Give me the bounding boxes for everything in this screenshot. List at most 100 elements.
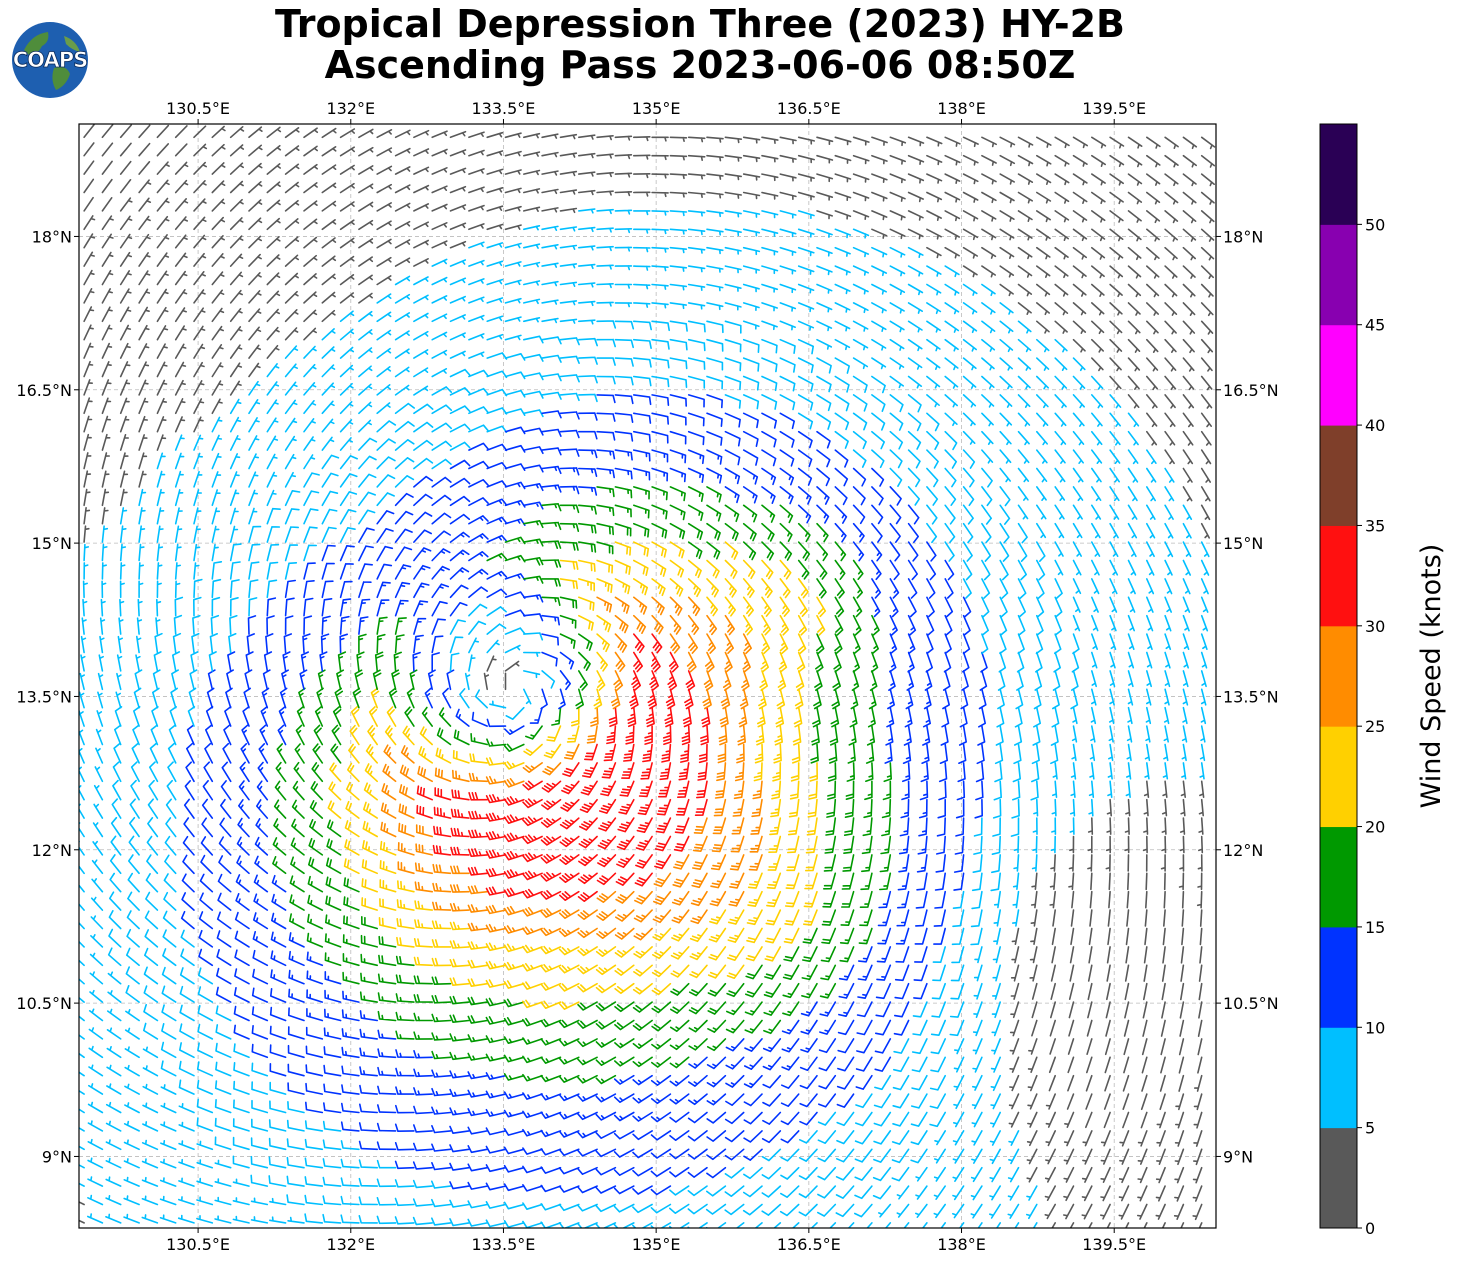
wind-barb: [271, 874, 287, 893]
wind-barb: [787, 835, 800, 854]
wind-barb: [363, 782, 378, 801]
wind-barb: [119, 543, 127, 562]
wind-barb: [847, 743, 856, 764]
wind-barb: [503, 925, 525, 934]
wind-barb: [805, 854, 818, 872]
wind-barb: [382, 763, 397, 783]
wind-barb: [216, 911, 232, 930]
wind-barb: [559, 504, 580, 514]
wind-barb: [669, 559, 685, 578]
colorbar-segment: [1320, 525, 1357, 627]
wind-barb: [253, 874, 269, 893]
wind-barb: [126, 928, 140, 948]
wind-barb: [1089, 909, 1093, 927]
wind-barb: [737, 725, 746, 746]
wind-barb: [1162, 946, 1166, 964]
wind-barb: [819, 982, 837, 999]
wind-barb: [1087, 854, 1093, 872]
wind-barb: [558, 688, 566, 710]
wind-barb: [893, 1038, 910, 1054]
wind-barb: [522, 1220, 543, 1228]
wind-barb: [287, 1216, 305, 1224]
wind-barb: [871, 541, 883, 562]
wind-barb: [559, 633, 576, 649]
wind-barb: [779, 578, 791, 599]
wind-barb: [558, 1130, 580, 1138]
wind-barb: [975, 780, 984, 801]
wind-barb: [706, 1185, 727, 1197]
wind-barb: [1146, 670, 1152, 688]
wind-barb: [449, 619, 466, 635]
wind-barb: [905, 688, 914, 710]
wind-barb: [742, 522, 757, 542]
wind-barb: [485, 942, 507, 952]
wind-barb: [377, 1048, 397, 1059]
wind-barb: [889, 614, 898, 636]
wind-barb: [1198, 964, 1203, 982]
wind-barb: [1180, 964, 1185, 982]
wind-barb: [817, 1148, 837, 1163]
wind-barb: [747, 890, 763, 907]
wind-barb: [706, 1056, 727, 1070]
wind-barb: [289, 894, 305, 911]
wind-barb: [783, 946, 800, 962]
wind-barb: [1140, 1093, 1148, 1111]
wind-barb: [269, 1025, 287, 1040]
wind-barb: [156, 580, 162, 599]
wind-barb: [523, 651, 541, 657]
wind-barb: [417, 765, 433, 783]
wind-barb: [80, 654, 86, 672]
wind-barb: [523, 538, 544, 547]
wind-barb: [855, 1056, 873, 1072]
wind-barb: [360, 934, 378, 948]
wind-barb: [560, 798, 580, 812]
wind-barb: [105, 1157, 122, 1169]
wind-barb: [627, 706, 637, 728]
wind-barb: [901, 780, 910, 801]
wind-barb: [1119, 1148, 1130, 1165]
wind-barb: [503, 887, 525, 898]
wind-barb: [321, 562, 335, 580]
wind-barb: [669, 1074, 690, 1087]
wind-barb: [896, 1185, 910, 1200]
wind-barb: [566, 725, 580, 743]
wind-barb: [396, 899, 415, 911]
colorbar-segment: [1320, 324, 1357, 426]
title-line-1: Tropical Depression Three (2023) HY-2B: [274, 2, 1126, 46]
wind-barb: [725, 1093, 745, 1106]
wind-barb: [1052, 780, 1058, 798]
wind-barb: [234, 949, 250, 967]
wind-barb: [597, 854, 617, 868]
wind-barb: [324, 971, 342, 985]
wind-barb: [907, 633, 916, 655]
wind-barb: [486, 570, 508, 580]
wind-barb: [250, 1216, 269, 1224]
wind-barb: [818, 1038, 837, 1054]
wind-barb: [522, 780, 543, 791]
wind-barb: [616, 854, 635, 868]
wind-barb: [1182, 578, 1191, 595]
wind-barb: [358, 1140, 378, 1151]
wind-barb: [321, 508, 338, 525]
wind-barb: [522, 870, 543, 881]
wind-barb: [284, 579, 296, 599]
wind-barb: [431, 512, 452, 525]
wind-barb: [138, 525, 146, 543]
wind-barb: [1160, 1038, 1166, 1056]
wind-barb: [1146, 651, 1153, 669]
wind-barb: [651, 964, 672, 978]
wind-barb: [1044, 1166, 1056, 1183]
wind-barb: [111, 798, 122, 819]
wind-barb: [1182, 706, 1188, 725]
wind-barb: [597, 835, 617, 850]
wind-barb: [305, 1101, 324, 1114]
wind-barb: [808, 780, 818, 800]
wind-barb: [780, 1130, 800, 1144]
wind-barb: [196, 1098, 214, 1114]
wind-barb: [1087, 1001, 1093, 1019]
wind-barb: [1127, 559, 1137, 576]
wind-barb: [119, 562, 126, 580]
wind-barb: [503, 761, 525, 770]
wind-barb: [786, 854, 800, 872]
wind-barb: [215, 1042, 232, 1059]
